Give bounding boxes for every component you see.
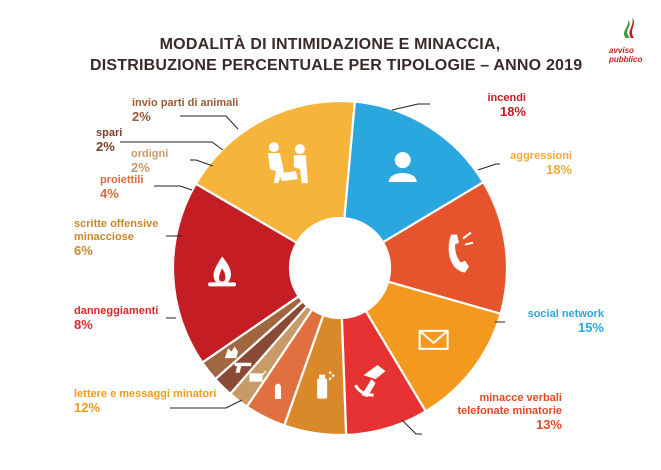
logo-text-line-2: pubblico bbox=[609, 55, 643, 64]
slice-label-text: danneggiamenti bbox=[74, 305, 159, 317]
fire-icon bbox=[208, 256, 237, 287]
slice-percent-label: 8% bbox=[74, 317, 93, 332]
chart-title-line-1: MODALITÀ DI INTIMIDAZIONE E MINACCIA, bbox=[159, 36, 501, 53]
bomb-icon bbox=[249, 370, 267, 382]
slice-label-ordigni: ordigni 2% bbox=[131, 148, 168, 174]
slice-percent-label: 2% bbox=[131, 160, 150, 175]
pie-slice-aggressioni bbox=[194, 99, 357, 245]
slice-percent-label: 4% bbox=[100, 186, 119, 201]
chart-title-line-2: DISTRIBUZIONE PERCENTUALE PER TIPOLOGIE … bbox=[90, 57, 583, 74]
slice-label-spari: spari 2% bbox=[96, 127, 122, 153]
slice-label-proiettili: proiettili 4% bbox=[100, 174, 143, 200]
slice-label-text: scritte offensive bbox=[74, 218, 159, 230]
pie-slice-social-network bbox=[343, 100, 485, 244]
slice-label-text: proiettili bbox=[100, 174, 144, 186]
slice-label-incendi: incendi 18% bbox=[487, 92, 526, 118]
slice-label-text: invio parti di animali bbox=[132, 97, 239, 109]
slice-label-text: ordigni bbox=[131, 148, 169, 160]
slice-label-scritte-offensive-minacciose: scritte offensive minacciose 6% bbox=[74, 218, 158, 257]
leader-line-spari bbox=[120, 141, 224, 151]
leader-line-proiettili bbox=[154, 185, 193, 191]
slice-percent-label: 18% bbox=[545, 162, 572, 177]
pie-slice-invio-parti-di-animali bbox=[200, 294, 305, 381]
avviso-pubblico-logo: avviso pubblico bbox=[608, 16, 652, 66]
slice-label-social-network: social network 15% bbox=[528, 308, 604, 334]
leader-line-incendi bbox=[391, 103, 430, 111]
slice-label-text: spari bbox=[96, 127, 123, 139]
slice-label-minacce-verbali-telefonate-minatorie: minacce verbali telefonate minatorie 13% bbox=[457, 392, 562, 431]
slice-percent-label: 2% bbox=[132, 109, 151, 124]
person-icon bbox=[388, 152, 417, 183]
aggression-icon bbox=[267, 142, 308, 184]
slice-percent-label: 6% bbox=[74, 243, 93, 258]
bullet-icon bbox=[274, 383, 282, 399]
slice-label-danneggiamenti: danneggiamenti 8% bbox=[74, 305, 158, 331]
leader-line-aggressioni bbox=[477, 163, 500, 171]
leader-line-lettere-e-messaggi-minatori bbox=[170, 399, 243, 409]
hammer-icon bbox=[354, 365, 386, 398]
logo-text: avviso pubblico bbox=[609, 46, 653, 64]
gun-icon bbox=[234, 362, 252, 373]
slice-label-text: incendi bbox=[487, 92, 526, 104]
leader-line-minacce-verbali-telefonate-minatorie bbox=[401, 419, 422, 435]
slice-label-text: minacciose bbox=[74, 231, 134, 243]
envelope-icon bbox=[418, 329, 449, 350]
slice-label-text: telefonate minatorie bbox=[457, 405, 562, 417]
chart-title: MODALITÀ DI INTIMIDAZIONE E MINACCIA, DI… bbox=[90, 34, 583, 76]
slice-percent-label: 13% bbox=[535, 417, 562, 432]
pie-slice-minacce-verbali-telefonate-minatorie bbox=[381, 180, 509, 316]
leader-line-invio-parti-di-animali bbox=[180, 115, 239, 130]
slice-label-text: minacce verbali bbox=[479, 392, 562, 404]
slice-label-aggressioni: aggressioni 18% bbox=[510, 150, 572, 176]
slice-label-invio-parti-di-animali: invio parti di animali 2% bbox=[132, 97, 238, 123]
slice-percent-label: 12% bbox=[74, 400, 101, 415]
phone-icon bbox=[448, 231, 474, 273]
slice-percent-label: 18% bbox=[499, 104, 526, 119]
slice-percent-label: 15% bbox=[577, 320, 604, 335]
pie-slice-lettere-e-messaggi-minatori bbox=[364, 280, 502, 413]
logo-flag-icon bbox=[624, 18, 634, 38]
slice-label-text: social network bbox=[527, 308, 604, 320]
slice-label-text: lettere e messaggi minatori bbox=[74, 388, 217, 400]
slice-label-lettere-e-messaggi-minatori: lettere e messaggi minatori 12% bbox=[74, 388, 216, 414]
slice-percent-label: 2% bbox=[96, 139, 115, 154]
leader-line-ordigni bbox=[190, 159, 214, 167]
spray-icon bbox=[317, 371, 335, 399]
animal-icon bbox=[224, 346, 239, 359]
slice-label-text: aggressioni bbox=[510, 150, 572, 162]
logo-text-line-1: avviso bbox=[609, 46, 634, 55]
